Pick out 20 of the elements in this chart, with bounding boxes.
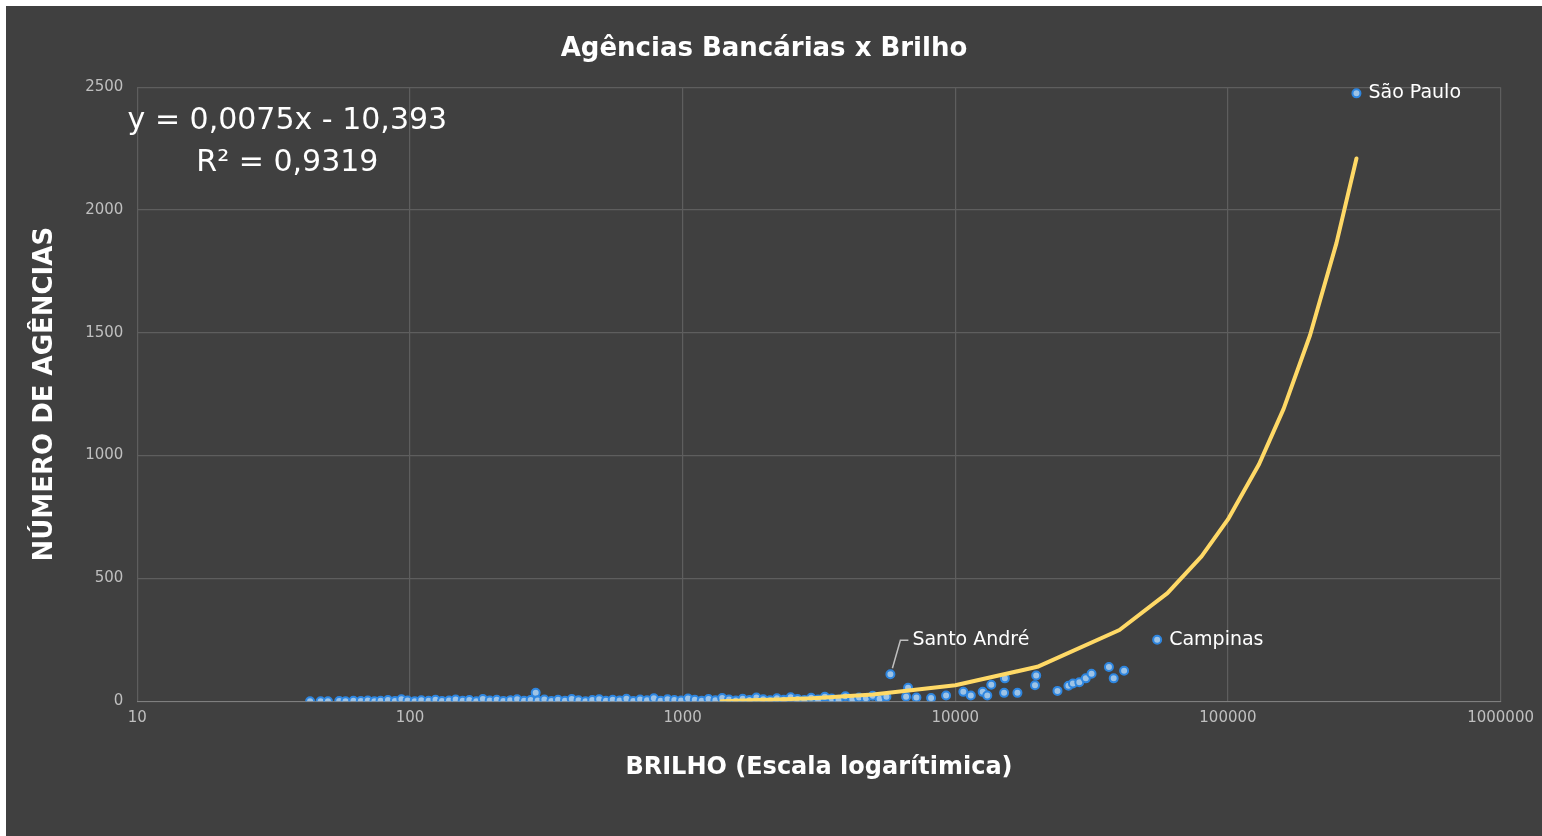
- x-tick-label: 100: [395, 708, 425, 727]
- x-tick-label: 10000: [931, 708, 980, 727]
- x-tick-label: 1000: [663, 708, 702, 727]
- annotation: Santo André: [912, 627, 1030, 650]
- annotation: Campinas: [1169, 626, 1264, 649]
- x-axis-title: BRILHO (Escala logarítimica): [625, 751, 1013, 780]
- x-tick-label: 10: [127, 708, 147, 727]
- y-tick-label: 1500: [85, 322, 124, 341]
- y-tick-label: 2000: [85, 199, 124, 218]
- y-tick-label: 0: [113, 691, 124, 710]
- x-tick-label: 1000000: [1467, 708, 1534, 727]
- y-tick-label: 2500: [85, 77, 124, 96]
- y-tick-label: 500: [94, 568, 124, 587]
- y-tick-label: 1000: [85, 445, 124, 464]
- annotation: R² = 0,9319: [196, 143, 379, 178]
- chart-title: Agências Bancárias x Brilho: [560, 32, 968, 63]
- annotation: y = 0,0075x - 10,393: [127, 101, 448, 136]
- annotation: São Paulo: [1368, 80, 1462, 103]
- y-axis-title: NÚMERO DE AGÊNCIAS: [27, 226, 59, 562]
- x-tick-label: 100000: [1199, 708, 1257, 727]
